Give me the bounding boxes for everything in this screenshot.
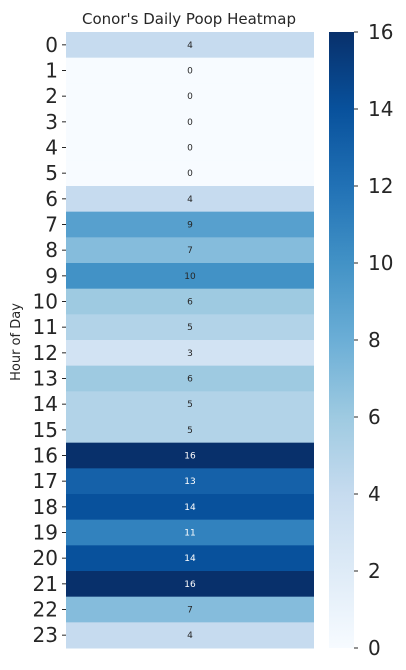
cell-value-label: 0 — [187, 92, 193, 102]
row-tick-label: 13 — [33, 367, 58, 391]
heatmap-cell-hour-18 — [66, 494, 314, 521]
cell-value-label: 0 — [187, 67, 193, 77]
colorbar-tick-label: 16 — [368, 20, 393, 44]
heatmap-cell-hour-23 — [66, 622, 314, 649]
row-tick-label: 6 — [45, 187, 58, 211]
heatmap-cell-hour-21 — [66, 571, 314, 598]
cell-value-label: 6 — [187, 375, 193, 385]
row-tick-label: 4 — [45, 136, 58, 160]
heatmap-cell-hour-19 — [66, 519, 314, 546]
colorbar-tick-label: 4 — [368, 482, 381, 506]
colorbar-tick-label: 12 — [368, 174, 393, 198]
row-tick-label: 14 — [33, 392, 58, 416]
row-tick-label: 20 — [33, 546, 58, 570]
heatmap-cell-hour-5 — [66, 160, 314, 187]
heatmap-cell-hour-14 — [66, 391, 314, 418]
row-tick-label: 5 — [45, 161, 58, 185]
cell-value-label: 9 — [187, 221, 193, 231]
row-tick-label: 10 — [33, 290, 58, 314]
cell-value-label: 6 — [187, 298, 193, 308]
cell-value-label: 0 — [187, 144, 193, 154]
chart-title: Conor's Daily Poop Heatmap — [82, 10, 296, 28]
cell-value-label: 5 — [187, 323, 193, 333]
colorbar-tick-label: 0 — [368, 636, 381, 660]
cell-value-label: 5 — [187, 400, 193, 410]
cell-value-label: 14 — [184, 503, 196, 513]
cell-value-label: 0 — [187, 118, 193, 128]
row-tick-label: 22 — [33, 598, 58, 622]
heatmap-cell-hour-2 — [66, 83, 314, 110]
heatmap-cells — [66, 32, 314, 649]
row-tick-label: 15 — [33, 418, 58, 442]
colorbar-tick-label: 6 — [368, 405, 381, 429]
row-tick-label: 12 — [33, 341, 58, 365]
heatmap-cell-hour-4 — [66, 134, 314, 161]
row-tick-label: 2 — [45, 84, 58, 108]
row-tick-label: 9 — [45, 264, 58, 288]
cell-value-label: 4 — [187, 41, 193, 51]
row-tick-label: 23 — [33, 623, 58, 647]
heatmap-cell-hour-15 — [66, 417, 314, 444]
cell-value-label: 14 — [184, 554, 196, 564]
heatmap-cell-hour-17 — [66, 468, 314, 495]
colorbar-tick-label: 8 — [368, 328, 381, 352]
heatmap-cell-hour-8 — [66, 237, 314, 264]
cell-value-label: 13 — [184, 477, 195, 487]
row-tick-label: 17 — [33, 469, 58, 493]
cell-value-label: 5 — [187, 426, 193, 436]
cell-value-label: 11 — [184, 529, 195, 539]
heatmap-cell-hour-11 — [66, 314, 314, 341]
heatmap-cell-hour-12 — [66, 340, 314, 367]
cell-value-label: 3 — [187, 349, 193, 359]
cell-value-label: 10 — [184, 272, 196, 282]
row-tick-label: 16 — [33, 444, 58, 468]
cell-value-label: 16 — [184, 452, 196, 462]
colorbar-tick-label: 2 — [368, 559, 381, 583]
heatmap-cell-hour-16 — [66, 442, 314, 469]
row-tick-label: 21 — [33, 572, 58, 596]
cell-value-label: 0 — [187, 169, 193, 179]
row-tick-label: 18 — [33, 495, 58, 519]
row-tick-label: 1 — [45, 59, 58, 83]
heatmap-cell-hour-7 — [66, 211, 314, 238]
row-tick-label: 0 — [45, 33, 58, 57]
cell-value-label: 7 — [187, 246, 193, 256]
heatmap-cell-hour-13 — [66, 365, 314, 392]
colorbar — [329, 32, 354, 648]
cell-value-label: 7 — [187, 606, 193, 616]
heatmap-cell-hour-10 — [66, 288, 314, 315]
row-tick-label: 3 — [45, 110, 58, 134]
cell-value-label: 16 — [184, 580, 196, 590]
heatmap-cell-hour-22 — [66, 596, 314, 623]
row-tick-label: 11 — [33, 315, 58, 339]
heatmap-cell-hour-1 — [66, 57, 314, 84]
colorbar-tick-label: 14 — [368, 97, 393, 121]
row-tick-label: 19 — [33, 521, 58, 545]
heatmap-cell-hour-6 — [66, 186, 314, 213]
y-axis-label: Hour of Day — [9, 303, 24, 381]
heatmap-cell-hour-9 — [66, 263, 314, 290]
row-tick-label: 8 — [45, 238, 58, 262]
colorbar-tick-label: 10 — [368, 251, 393, 275]
cell-value-label: 4 — [187, 195, 193, 205]
row-tick-label: 7 — [45, 213, 58, 237]
cell-value-label: 4 — [187, 631, 193, 641]
heatmap-cell-hour-20 — [66, 545, 314, 572]
heatmap-cell-hour-3 — [66, 109, 314, 136]
heatmap-cell-labels: 4 0 0 0 0 0 4 9 7 10 6 5 3 6 5 5 16 13 14 11 14 16 7 4 — [184, 41, 196, 641]
heatmap-cell-hour-0 — [66, 32, 314, 59]
colorbar-tick-labels: 0 2 4 6 8 10 12 14 16 — [354, 20, 393, 660]
